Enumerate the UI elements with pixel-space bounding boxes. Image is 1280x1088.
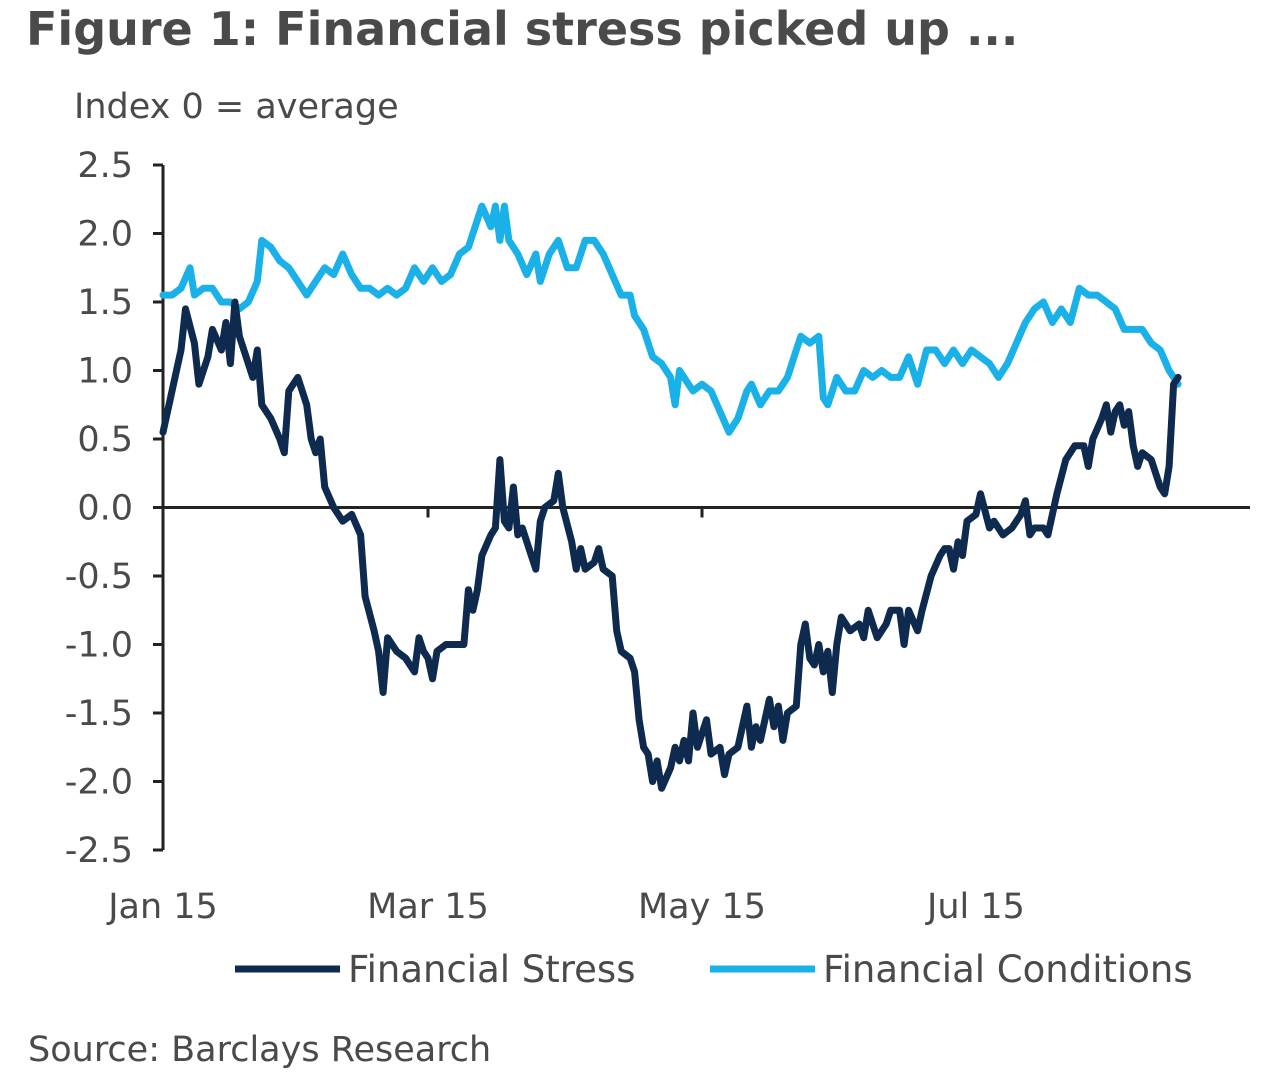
x-tick-label: May 15: [638, 887, 766, 927]
legend: Financial Stress Financial Conditions: [235, 948, 1193, 991]
x-axis: Jan 15 Mar 15 May 15 Jul 15: [106, 506, 1250, 927]
y-tick-label: -1.5: [65, 694, 133, 734]
y-tick-label: 1.0: [77, 352, 133, 392]
y-tick-label: -0.5: [65, 557, 133, 597]
y-tick-label: 1.5: [77, 283, 133, 323]
y-tick-label: 0.5: [77, 420, 133, 460]
x-tick-label: Jul 15: [925, 887, 1025, 927]
y-tick-label: -2.0: [65, 763, 133, 803]
series-line-financial-conditions: [159, 202, 1182, 436]
y-tick-label: 2.0: [77, 215, 133, 255]
legend-label-financial-stress: Financial Stress: [348, 948, 636, 991]
figure-title: Figure 1: Financial stress picked up ...: [26, 2, 1019, 56]
source-note: Source: Barclays Research: [28, 1030, 492, 1070]
y-tick-label: 0.0: [77, 489, 133, 529]
legend-label-financial-conditions: Financial Conditions: [823, 948, 1193, 991]
x-tick-label: Mar 15: [367, 887, 489, 927]
x-tick-label: Jan 15: [106, 887, 218, 927]
series-lines: [159, 202, 1182, 792]
series-line-financial-stress: [159, 298, 1182, 792]
y-tick-label: 2.5: [77, 146, 133, 186]
y-unit-label: Index 0 = average: [74, 87, 399, 127]
y-tick-label: -1.0: [65, 626, 133, 666]
y-tick-label: -2.5: [65, 831, 133, 871]
y-axis: 2.5 2.0 1.5 1.0 0.5 0.0 -0.5 -1.0 -1.5 -2.0 -2.5: [65, 146, 165, 871]
